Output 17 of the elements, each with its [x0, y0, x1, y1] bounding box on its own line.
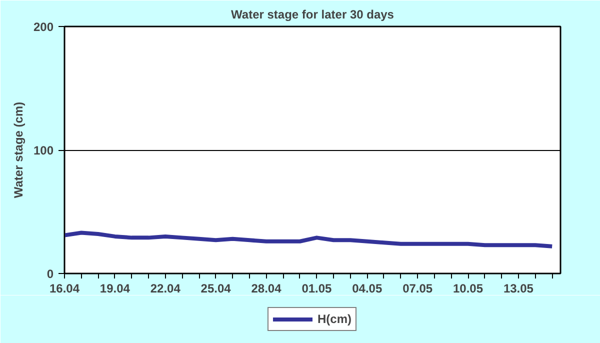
y-tick-label: 200 [33, 20, 54, 34]
y-tick-label: 100 [33, 144, 54, 158]
x-tick-label: 07.05 [402, 282, 433, 296]
x-tick-label: 13.05 [503, 282, 534, 296]
chart-title: Water stage for later 30 days [231, 8, 394, 22]
x-tick-label: 04.05 [352, 282, 382, 296]
x-tick-label: 16.04 [49, 282, 80, 296]
x-tick-label: 25.04 [200, 282, 232, 296]
x-tick-label: 19.04 [100, 282, 130, 296]
line-series [64, 230, 554, 248]
y-axis-title: Water stage (cm) [11, 102, 26, 198]
y-tick-label: 0 [46, 267, 54, 281]
x-tick-label: 22.04 [150, 282, 181, 296]
legend-label: H(cm) [317, 312, 352, 326]
x-tick-label: 10.05 [453, 282, 484, 296]
x-tick-label: 28.04 [251, 282, 282, 296]
x-tick-label: 01.05 [302, 282, 332, 296]
